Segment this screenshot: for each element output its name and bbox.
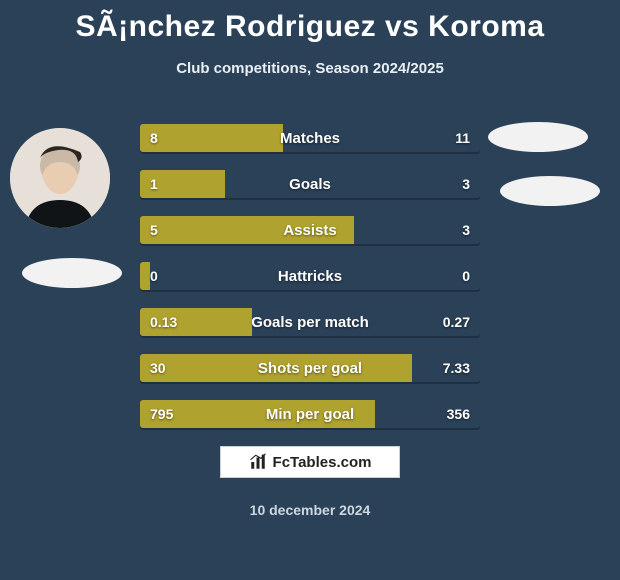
comparison-bars: 811Matches 13Goals 53Assists 00Hattricks 0.1… [140, 124, 480, 446]
metric-row: 53Assists [140, 216, 480, 244]
metric-row: 0.130.27Goals per match [140, 308, 480, 336]
branding-text: FcTables.com [273, 454, 372, 471]
metric-left-fill [140, 170, 225, 198]
metric-left-fill [140, 354, 412, 382]
page-title: SÃ¡nchez Rodriguez vs Koroma [0, 0, 620, 44]
metric-right-fill [150, 262, 480, 290]
metric-right-fill [225, 170, 480, 198]
metric-left-fill [140, 262, 150, 290]
player-left-flag [22, 258, 122, 288]
metric-row: 00Hattricks [140, 262, 480, 290]
metric-right-fill [354, 216, 480, 244]
bar-chart-icon [249, 453, 267, 471]
person-icon [10, 128, 110, 228]
metric-row: 811Matches [140, 124, 480, 152]
metric-right-fill [283, 124, 480, 152]
metric-left-fill [140, 124, 283, 152]
metric-left-fill [140, 308, 252, 336]
metric-row: 13Goals [140, 170, 480, 198]
metric-left-fill [140, 216, 354, 244]
metric-left-fill [140, 400, 375, 428]
metric-right-fill [375, 400, 480, 428]
player-right-flag-1 [488, 122, 588, 152]
metric-right-fill [252, 308, 480, 336]
branding-box: FcTables.com [220, 446, 400, 478]
player-left-avatar [10, 128, 110, 228]
page-subtitle: Club competitions, Season 2024/2025 [0, 60, 620, 77]
player-right-flag-2 [500, 176, 600, 206]
metric-row: 795356Min per goal [140, 400, 480, 428]
metric-right-fill [412, 354, 480, 382]
metric-row: 307.33Shots per goal [140, 354, 480, 382]
footer-date: 10 december 2024 [0, 502, 620, 518]
